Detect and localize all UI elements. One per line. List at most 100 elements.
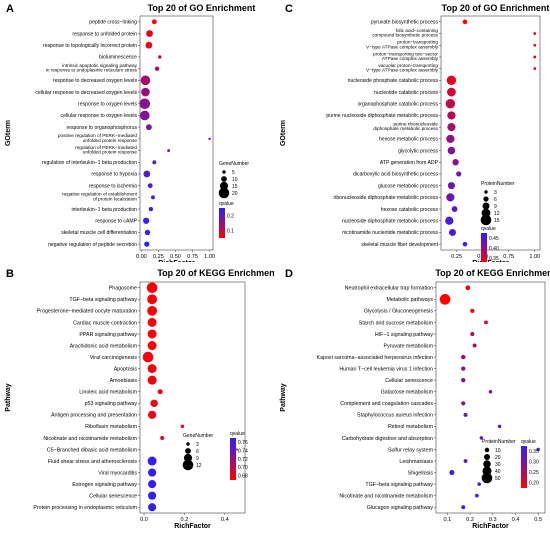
data-point	[158, 55, 162, 59]
data-point	[151, 19, 157, 25]
data-point	[141, 87, 150, 97]
y-tick-label: Nicotinate and nicotinamide metabolism	[339, 494, 433, 500]
y-tick-label: Staphylococcus aureus infection	[357, 413, 433, 419]
data-point	[447, 123, 456, 132]
x-tick-label: 0.4	[512, 517, 520, 523]
data-point	[470, 331, 475, 337]
data-point	[461, 378, 466, 383]
chart-title: Top 20 of GO Enrichment	[148, 3, 256, 13]
size-legend-dot	[183, 453, 193, 463]
y-tick-label: Arachidonic acid metabolism	[70, 343, 138, 349]
y-tick-label: positive regulation of PERK−mediated unfo…	[58, 133, 137, 143]
color-legend-title: qvalue	[230, 431, 245, 437]
data-point	[154, 66, 160, 71]
x-tick-label: 0.3	[489, 517, 497, 523]
y-tick-label: Estrogen signaling pathway	[72, 482, 137, 488]
y-tick-label: p53 signaling pathway	[85, 401, 138, 407]
color-legend-title: qvalue	[219, 201, 234, 207]
color-legend-label: 0.76	[238, 440, 248, 446]
y-axis-label: GOterm	[280, 120, 287, 146]
size-legend-dot	[186, 442, 190, 446]
data-point	[235, 448, 238, 451]
data-point	[139, 110, 150, 121]
x-tick-label: 0.1	[443, 517, 451, 523]
size-legend-label: 12	[494, 211, 500, 217]
y-tick-label: pyruvate biosynthetic process	[371, 20, 439, 26]
size-legend-label: 3	[196, 442, 199, 448]
y-tick-label: Cellular senescence	[385, 378, 433, 384]
x-axis-label: RichFactor	[158, 260, 195, 262]
x-axis-label: RichFactor	[174, 523, 211, 530]
data-point	[180, 424, 185, 429]
chart-title: Top 20 of KEGG Enrichment	[157, 268, 275, 278]
y-tick-label: cellular response to decreased oxygen le…	[35, 90, 137, 96]
color-legend-label: 0.40	[489, 246, 499, 252]
data-point	[148, 206, 154, 212]
data-point	[465, 285, 471, 291]
data-point	[145, 124, 152, 131]
y-tick-label: purine nucleoside diphosphate metabolic …	[326, 113, 438, 119]
data-point	[497, 424, 502, 429]
y-tick-label: proton−transporting two−sector ATPase com…	[373, 51, 439, 61]
data-point	[449, 470, 455, 476]
y-axis-label: Pathway	[5, 383, 12, 412]
y-tick-label: Phagosome	[109, 286, 137, 292]
size-legend-label: 5	[232, 170, 235, 176]
y-tick-label: nucleotide catabolic process	[374, 90, 438, 96]
data-point	[139, 98, 151, 110]
y-tick-label: response to ischemia	[89, 183, 137, 189]
data-point	[462, 241, 468, 247]
y-axis-label: Pathway	[280, 383, 287, 412]
data-point	[456, 171, 462, 177]
y-tick-label: Cellular senescence	[89, 494, 137, 500]
y-tick-label: glycolytic process	[398, 148, 438, 154]
size-legend-label: 30	[495, 462, 501, 468]
data-point	[143, 217, 150, 224]
size-legend-label: 10	[232, 177, 238, 183]
color-legend-label: 0.20	[529, 481, 539, 487]
y-tick-label: folic acid−containing compound biosynthet…	[372, 28, 438, 38]
size-legend-label: 6	[494, 197, 497, 203]
data-point	[160, 435, 165, 441]
data-point	[533, 55, 537, 59]
panel-label: C	[285, 3, 293, 15]
color-legend-label: 0.45	[489, 236, 499, 242]
x-tick-label: 0.5	[534, 517, 542, 523]
size-legend-dot	[182, 459, 194, 471]
y-tick-label: response to hypoxia	[91, 172, 137, 178]
data-point	[488, 389, 493, 394]
y-tick-label: ATP generation from ADP	[380, 160, 439, 166]
data-point	[151, 195, 155, 200]
color-legend-label: 0.35	[529, 449, 539, 455]
color-legend-bar	[481, 233, 487, 263]
data-point	[463, 412, 468, 417]
data-point	[145, 41, 153, 49]
data-point	[144, 229, 151, 236]
size-legend-dot	[481, 472, 493, 484]
y-tick-label: negative regulation of establishment of p…	[62, 192, 138, 202]
size-legend-dot	[484, 447, 490, 453]
data-point	[451, 206, 458, 212]
y-tick-label: Fluid shear stress and atherosclerosis	[48, 459, 138, 465]
size-legend-label: 6	[196, 449, 199, 455]
y-tick-label: Shigellosis	[408, 470, 434, 476]
data-point	[148, 468, 157, 477]
y-tick-label: interleukin−1 beta production	[71, 207, 137, 213]
y-tick-label: vacuolar proton−transporting V−type ATPas…	[366, 63, 439, 73]
panel-label: B	[6, 268, 14, 280]
panel-a: A Top 20 of GO Enrichment 0.00 0.25 0.50 0.75…	[0, 0, 275, 267]
y-tick-label: cellular response to oxygen levels	[61, 113, 138, 119]
y-tick-label: Progesterone−mediated oocyte maturation	[37, 309, 137, 315]
y-tick-label: C5−Branched dibasic acid metabolism	[47, 447, 138, 453]
data-point	[150, 399, 158, 407]
y-tick-label: hexose metabolic process	[379, 137, 438, 143]
x-tick-label: 0.50	[170, 254, 181, 260]
data-point	[148, 491, 157, 500]
kegg-enrichment-chart-b: B Top 20 of KEGG Enrichment 0.0 0.2 0.4 RichF…	[5, 268, 278, 530]
y-tick-label: ribonucleoside diphosphate metabolic pro…	[334, 195, 439, 201]
color-legend-label: 0.72	[238, 457, 248, 463]
y-tick-label: Neutrophil extracellular trap formation	[345, 286, 433, 292]
y-tick-label: Apoptosis	[114, 366, 138, 372]
